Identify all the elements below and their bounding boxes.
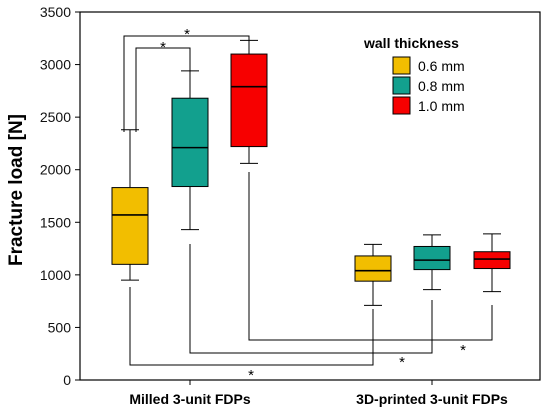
y-tick-label: 0 <box>63 372 71 388</box>
significance-star: * <box>460 342 466 359</box>
box-0-6-mm-milled <box>111 129 149 281</box>
bracket-0.8-milled-printed <box>189 244 433 354</box>
box-0-6-mm-printed <box>354 243 392 306</box>
x-category-label: 3D-printed 3-unit FDPs <box>356 391 508 407</box>
legend-label: 1.0 mm <box>418 98 465 114</box>
box-1-0-mm-printed <box>473 233 511 293</box>
box-iqr <box>111 187 149 265</box>
y-tick-label: 1000 <box>40 267 71 283</box>
plot-border <box>79 11 541 381</box>
significance-star: * <box>184 26 190 43</box>
significance-star: * <box>160 39 166 56</box>
x-category-label: Milled 3-unit FDPs <box>129 391 251 407</box>
box-iqr <box>230 53 268 148</box>
y-tick-label: 3500 <box>40 4 71 20</box>
y-tick-label: 500 <box>48 319 72 335</box>
y-axis-title: Fracture load [N] <box>6 114 27 266</box>
legend-swatch <box>392 56 411 75</box>
plot-frame <box>79 11 541 381</box>
box-iqr <box>413 245 451 271</box>
x-axis-category-labels: Milled 3-unit FDPs 3D-printed 3-unit FDPs <box>129 380 508 407</box>
legend-swatch <box>392 76 411 95</box>
bracket-1.0-milled-printed <box>248 172 493 341</box>
bracket-0.6-milled-printed <box>129 287 374 366</box>
significance-star: * <box>399 354 405 371</box>
y-tick-label: 2000 <box>40 162 71 178</box>
box-iqr <box>473 251 511 270</box>
box-1-0-mm-milled <box>230 39 268 164</box>
box-iqr <box>354 255 392 282</box>
bracket-0.6-0.8-milled <box>135 47 191 132</box>
legend-label: 0.8 mm <box>418 78 465 94</box>
significance-brackets: * * * * * <box>123 26 493 384</box>
y-tick-label: 2500 <box>40 109 71 125</box>
legend-title: wall thickness <box>363 35 459 51</box>
legend: wall thickness 0.6 mm 0.8 mm 1.0 mm <box>363 35 465 115</box>
y-tick-label: 3000 <box>40 57 71 73</box>
box-0-8-mm-milled <box>171 70 209 231</box>
y-axis-ticks: 0 500 1000 1500 2000 2500 3000 3500 <box>40 4 80 388</box>
significance-star: * <box>248 367 254 384</box>
legend-swatch <box>392 96 411 115</box>
y-tick-label: 1500 <box>40 214 71 230</box>
box-iqr <box>171 97 209 188</box>
box-0-8-mm-printed <box>413 234 451 291</box>
legend-label: 0.6 mm <box>418 58 465 74</box>
box-series <box>111 39 511 306</box>
